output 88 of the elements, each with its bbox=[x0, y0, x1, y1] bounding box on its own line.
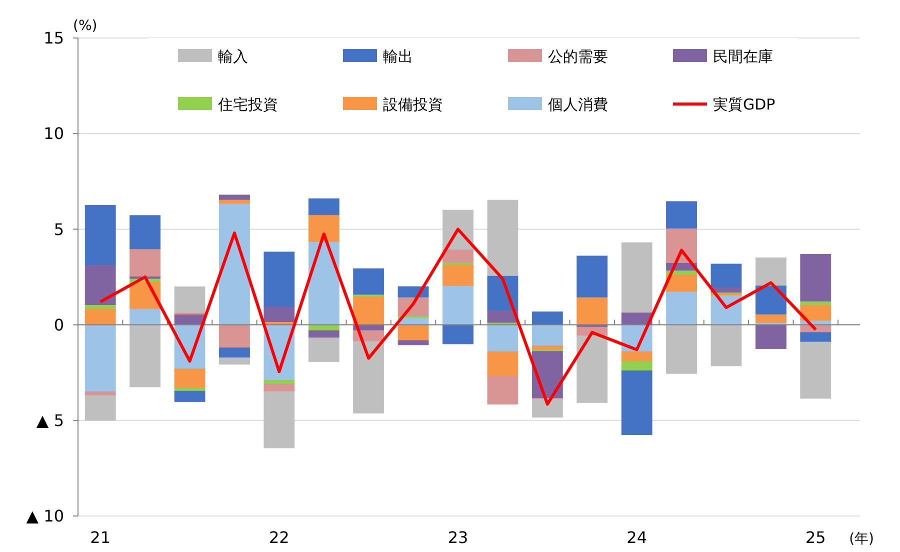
bar bbox=[755, 314, 786, 323]
bar bbox=[800, 254, 832, 302]
bar bbox=[264, 391, 295, 448]
y-tick-label: 15 bbox=[44, 28, 64, 48]
bar bbox=[308, 338, 340, 362]
bar bbox=[487, 376, 518, 404]
bar bbox=[442, 285, 474, 326]
bar bbox=[666, 228, 697, 263]
bar bbox=[576, 256, 608, 298]
bar bbox=[84, 205, 116, 265]
bar bbox=[442, 264, 474, 286]
y-tick-label: 10 bbox=[44, 124, 64, 144]
bar bbox=[308, 330, 340, 338]
bar bbox=[621, 360, 652, 371]
bar bbox=[219, 357, 250, 365]
bar bbox=[264, 306, 295, 322]
bar bbox=[84, 264, 116, 305]
bar bbox=[219, 347, 250, 358]
legend-label: 設備投資 bbox=[383, 95, 443, 114]
bar bbox=[219, 203, 250, 326]
bar bbox=[84, 304, 116, 309]
x-tick-label: 25 bbox=[805, 528, 826, 547]
bar bbox=[576, 335, 608, 403]
line-series bbox=[98, 228, 818, 406]
bar bbox=[264, 384, 295, 392]
legend-label: 公的需要 bbox=[548, 47, 608, 66]
bar bbox=[710, 324, 742, 366]
bar bbox=[174, 286, 206, 313]
bar bbox=[84, 324, 116, 392]
x-axis-title: (年) bbox=[849, 531, 874, 547]
bar bbox=[219, 194, 250, 200]
bar bbox=[532, 312, 563, 326]
bar bbox=[264, 252, 295, 307]
bar bbox=[130, 324, 161, 388]
bar bbox=[755, 257, 786, 286]
bar bbox=[532, 398, 563, 418]
bar bbox=[398, 324, 429, 341]
bar bbox=[800, 342, 832, 399]
bar bbox=[621, 242, 652, 313]
bar bbox=[219, 324, 250, 348]
legend-label: 輸出 bbox=[383, 47, 413, 66]
bar bbox=[308, 214, 340, 242]
bar bbox=[532, 346, 563, 350]
x-tick-label: 24 bbox=[626, 528, 648, 547]
bar bbox=[710, 264, 742, 288]
bar bbox=[308, 241, 340, 326]
x-tick-label: 21 bbox=[90, 528, 111, 547]
y-tick-label: 0 bbox=[54, 315, 64, 334]
bar bbox=[800, 332, 832, 342]
x-tick-label: 22 bbox=[268, 528, 290, 547]
bar bbox=[130, 248, 161, 276]
bar bbox=[174, 368, 206, 388]
bar bbox=[84, 395, 116, 421]
bar bbox=[666, 324, 697, 374]
bar bbox=[800, 304, 832, 320]
bar bbox=[621, 370, 652, 435]
bar bbox=[442, 249, 474, 263]
bar bbox=[666, 291, 697, 326]
bar bbox=[666, 274, 697, 292]
bar bbox=[755, 324, 786, 349]
legend-label: 実質GDP bbox=[713, 95, 776, 114]
bar bbox=[130, 308, 161, 326]
bar bbox=[532, 324, 563, 346]
legend-label: 輸入 bbox=[218, 47, 248, 66]
bar bbox=[353, 296, 384, 326]
bar bbox=[174, 388, 206, 392]
bar bbox=[308, 198, 340, 216]
bar bbox=[442, 324, 474, 344]
bar bbox=[576, 296, 608, 326]
bar bbox=[353, 268, 384, 295]
legend-label: 民間在庫 bbox=[713, 47, 773, 66]
y-tick-label: 5 bbox=[54, 220, 64, 239]
bar bbox=[130, 215, 161, 250]
bar bbox=[353, 341, 384, 414]
bar bbox=[666, 201, 697, 228]
bar bbox=[398, 340, 429, 346]
legend-label: 個人消費 bbox=[548, 95, 608, 114]
bar bbox=[621, 351, 652, 362]
legend-label: 住宅投資 bbox=[217, 95, 278, 114]
bar bbox=[174, 390, 206, 402]
y-tick-label: ▲ 10 bbox=[26, 506, 64, 526]
x-tick-label: 23 bbox=[448, 528, 468, 547]
bar bbox=[487, 200, 518, 276]
bar bbox=[84, 308, 116, 326]
bar bbox=[487, 351, 518, 377]
y-tick-label: ▲ 5 bbox=[36, 411, 64, 430]
y-axis-title: (%) bbox=[73, 18, 98, 34]
bar bbox=[487, 324, 518, 352]
